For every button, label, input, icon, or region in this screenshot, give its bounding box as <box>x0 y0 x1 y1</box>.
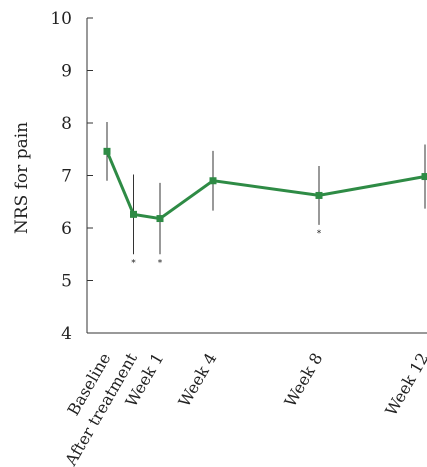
x-tick-label: Week 4 <box>174 350 220 411</box>
data-point <box>156 215 164 223</box>
series-line <box>105 150 426 221</box>
y-tick-label: 7 <box>61 167 72 187</box>
significance-marker: * <box>158 258 163 268</box>
data-point <box>315 191 323 199</box>
data-point <box>103 147 111 155</box>
x-tick-label: Week 12 <box>381 350 427 419</box>
y-tick-label: 4 <box>61 324 72 344</box>
y-tick-label: 5 <box>61 272 72 292</box>
data-point <box>130 210 137 218</box>
y-axis-title: NRS for pain <box>12 122 32 234</box>
y-tick-label: 8 <box>61 114 72 134</box>
x-tick-label: Week 8 <box>280 350 326 411</box>
y-tick-label: 10 <box>50 9 72 29</box>
data-point <box>209 177 217 185</box>
significance-marker: * <box>131 258 136 268</box>
significance-marker: * <box>317 229 322 239</box>
data-point <box>421 173 427 181</box>
y-tick-label: 9 <box>61 62 72 82</box>
y-tick-label: 6 <box>61 219 72 239</box>
